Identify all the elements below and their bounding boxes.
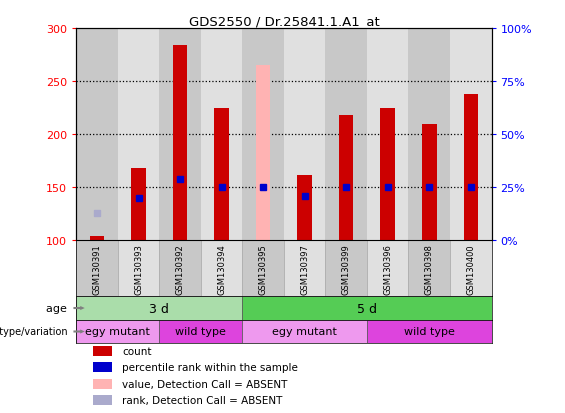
Text: value, Detection Call = ABSENT: value, Detection Call = ABSENT xyxy=(122,379,288,389)
Bar xyxy=(380,108,395,241)
Text: GSM130392: GSM130392 xyxy=(176,244,185,294)
Bar xyxy=(408,29,450,241)
Text: count: count xyxy=(122,346,151,356)
Text: rank, Detection Call = ABSENT: rank, Detection Call = ABSENT xyxy=(122,396,282,406)
Bar xyxy=(339,116,354,241)
Bar xyxy=(242,297,492,320)
Text: 5 d: 5 d xyxy=(357,302,377,315)
Text: 3 d: 3 d xyxy=(149,302,169,315)
Bar xyxy=(242,320,367,343)
Bar xyxy=(173,46,188,241)
Bar xyxy=(450,29,492,241)
Text: GSM130399: GSM130399 xyxy=(342,244,351,294)
Bar xyxy=(159,241,201,297)
Bar xyxy=(325,241,367,297)
Text: GSM130395: GSM130395 xyxy=(259,244,268,294)
Text: GSM130398: GSM130398 xyxy=(425,244,434,294)
Text: wild type: wild type xyxy=(175,327,227,337)
Bar xyxy=(90,237,105,241)
Bar xyxy=(93,363,111,372)
Text: egy mutant: egy mutant xyxy=(272,327,337,337)
Bar xyxy=(76,297,242,320)
Bar xyxy=(463,95,478,241)
Bar xyxy=(242,29,284,241)
Bar xyxy=(367,29,408,241)
Text: genotype/variation: genotype/variation xyxy=(0,327,71,337)
Bar xyxy=(284,29,325,241)
Bar xyxy=(284,241,325,297)
Bar xyxy=(367,241,408,297)
Bar xyxy=(408,241,450,297)
Bar xyxy=(76,320,159,343)
Title: GDS2550 / Dr.25841.1.A1_at: GDS2550 / Dr.25841.1.A1_at xyxy=(189,15,379,28)
Bar xyxy=(450,241,492,297)
Bar xyxy=(242,241,284,297)
Bar xyxy=(159,320,242,343)
Bar xyxy=(93,379,111,389)
Text: egy mutant: egy mutant xyxy=(85,327,150,337)
Bar xyxy=(118,241,159,297)
Bar xyxy=(297,175,312,241)
Text: GSM130400: GSM130400 xyxy=(466,244,475,294)
Text: GSM130393: GSM130393 xyxy=(134,244,143,294)
Text: GSM130394: GSM130394 xyxy=(217,244,226,294)
Bar xyxy=(118,29,159,241)
Text: GSM130396: GSM130396 xyxy=(383,244,392,294)
Bar xyxy=(76,241,118,297)
Text: age: age xyxy=(46,303,71,313)
Bar xyxy=(256,66,271,241)
Bar xyxy=(201,29,242,241)
Text: GSM130391: GSM130391 xyxy=(93,244,102,294)
Text: GSM130397: GSM130397 xyxy=(300,244,309,294)
Text: percentile rank within the sample: percentile rank within the sample xyxy=(122,362,298,372)
Bar xyxy=(367,320,492,343)
Bar xyxy=(422,124,437,241)
Bar xyxy=(131,169,146,241)
Bar xyxy=(201,241,242,297)
Bar xyxy=(159,29,201,241)
Bar xyxy=(325,29,367,241)
Text: wild type: wild type xyxy=(404,327,455,337)
Bar xyxy=(214,108,229,241)
Bar xyxy=(93,346,111,356)
Bar xyxy=(93,396,111,405)
Bar xyxy=(76,29,118,241)
